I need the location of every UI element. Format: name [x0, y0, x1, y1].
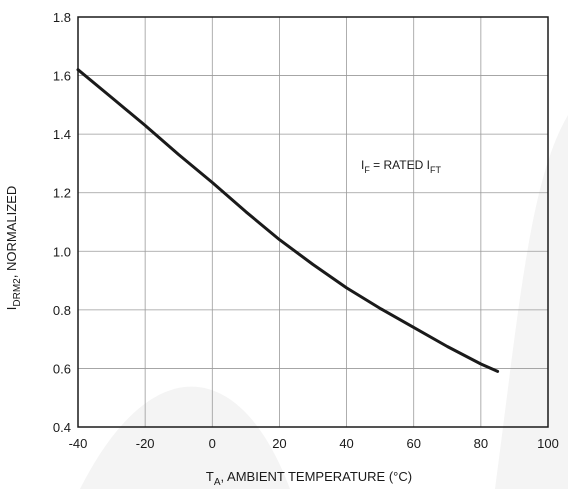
y-tick-label: 0.6: [53, 361, 71, 376]
annotation-sub-2: FT: [430, 165, 441, 175]
y-tick-label: 1.4: [53, 127, 71, 142]
y-tick-label: 0.8: [53, 303, 71, 318]
y-tick-label: 1.8: [53, 10, 71, 25]
x-axis-title: TA, AMBIENT TEMPERATURE (°C): [206, 469, 412, 488]
annotation-part-1: I: [361, 158, 364, 172]
x-tick-label: 40: [339, 436, 353, 451]
x-tick-label: -40: [69, 436, 88, 451]
x-tick-labels: -40 -20 0 20 40 60 80 100: [69, 436, 559, 451]
y-axis-title-rest: , NORMALIZED: [4, 186, 19, 278]
y-tick-label: 1.2: [53, 186, 71, 201]
x-axis-title-main: T: [206, 469, 214, 484]
y-tick-label: 0.4: [53, 420, 71, 435]
curve-annotation: IF = RATED IFT: [361, 158, 441, 175]
plot-frame: [77, 16, 549, 428]
grid-lines: [78, 17, 548, 427]
x-axis-title-rest: , AMBIENT TEMPERATURE (°C): [221, 469, 413, 484]
x-tick-label: 100: [537, 436, 559, 451]
y-axis-title-main: I: [4, 307, 19, 311]
y-tick-labels: 0.4 0.6 0.8 1.0 1.2 1.4 1.6 1.8: [53, 10, 71, 435]
annotation-sub-1: F: [364, 165, 370, 175]
y-tick-label: 1.0: [53, 244, 71, 259]
x-tick-label: -20: [136, 436, 155, 451]
x-tick-label: 20: [272, 436, 286, 451]
x-tick-label: 0: [209, 436, 216, 451]
annotation-part-2: = RATED I: [370, 158, 430, 172]
y-axis-title-sub: DRM2: [12, 278, 23, 307]
x-tick-label: 60: [406, 436, 420, 451]
x-axis-title-sub: A: [214, 477, 221, 488]
y-axis-title: IDRM2, NORMALIZED: [4, 186, 23, 310]
y-tick-label: 1.6: [53, 69, 71, 84]
series-line: [76, 68, 500, 373]
x-tick-label: 80: [474, 436, 488, 451]
